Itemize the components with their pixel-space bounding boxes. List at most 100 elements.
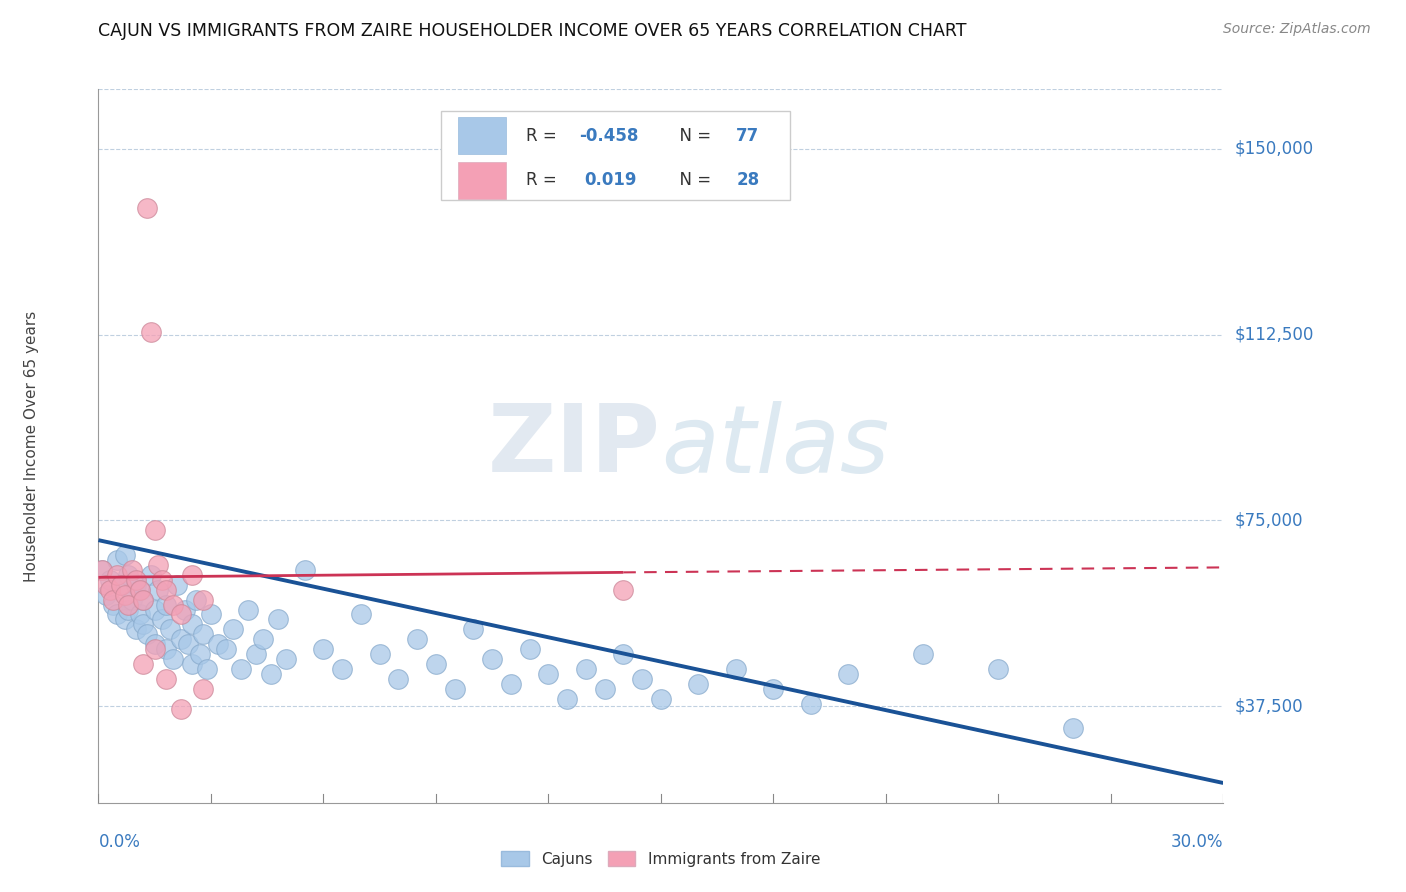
Point (612, 582, 634, 597)
Text: CAJUN VS IMMIGRANTS FROM ZAIRE HOUSEHOLDER INCOME OVER 65 YEARS CORRELATION CHAR: CAJUN VS IMMIGRANTS FROM ZAIRE HOUSEHOLD… (98, 22, 967, 40)
Point (688, 677, 710, 691)
Text: 28: 28 (737, 171, 759, 189)
Point (575, 662, 598, 676)
Text: R =: R = (526, 127, 562, 145)
Point (612, 647, 634, 661)
Point (207, 637, 229, 651)
Point (132, 592, 155, 607)
Point (105, 607, 128, 622)
Point (105, 553, 128, 567)
Point (481, 652, 503, 666)
Point (170, 632, 193, 647)
FancyBboxPatch shape (441, 111, 790, 200)
Point (128, 582, 150, 597)
Text: $150,000: $150,000 (1234, 140, 1313, 158)
Text: $75,000: $75,000 (1234, 511, 1303, 529)
Point (170, 607, 193, 622)
Point (463, 623, 485, 637)
Point (150, 573, 173, 587)
Point (143, 602, 166, 616)
Point (103, 598, 125, 612)
Text: 30.0%: 30.0% (1171, 833, 1223, 851)
Point (294, 563, 316, 577)
Point (125, 623, 148, 637)
Point (155, 642, 177, 657)
Point (121, 592, 143, 607)
Point (724, 662, 747, 676)
Point (406, 632, 429, 647)
Point (330, 662, 353, 676)
Text: N =: N = (669, 171, 716, 189)
Text: 0.0%: 0.0% (98, 833, 141, 851)
Point (631, 672, 654, 686)
Point (188, 647, 211, 661)
Point (762, 681, 785, 696)
Point (499, 677, 522, 691)
Point (121, 563, 143, 577)
Text: ZIP: ZIP (488, 400, 661, 492)
Point (162, 598, 184, 612)
Point (143, 642, 166, 657)
Point (800, 697, 823, 711)
Point (312, 642, 335, 657)
Point (125, 573, 148, 587)
Point (222, 623, 245, 637)
Point (350, 607, 373, 622)
Point (166, 578, 188, 592)
Point (425, 657, 447, 671)
Point (215, 642, 238, 657)
Point (139, 567, 162, 582)
Point (110, 578, 132, 592)
Point (136, 201, 159, 215)
Point (91, 563, 114, 577)
Point (252, 632, 274, 647)
Point (148, 558, 170, 572)
Point (139, 325, 162, 339)
Text: N =: N = (669, 127, 716, 145)
Point (181, 657, 204, 671)
Point (117, 598, 139, 612)
Text: Source: ZipAtlas.com: Source: ZipAtlas.com (1223, 22, 1371, 37)
Point (245, 647, 267, 661)
Text: 0.019: 0.019 (585, 171, 637, 189)
Point (132, 592, 155, 607)
Point (128, 607, 150, 622)
Point (117, 567, 139, 582)
Point (238, 602, 260, 616)
Text: -0.458: -0.458 (579, 127, 638, 145)
Point (987, 662, 1010, 676)
Point (260, 667, 283, 681)
Point (443, 681, 465, 696)
FancyBboxPatch shape (458, 161, 506, 199)
Point (98, 582, 121, 597)
Point (912, 647, 935, 661)
Point (519, 642, 541, 657)
Point (193, 627, 215, 641)
Point (155, 598, 177, 612)
Legend: Cajuns, Immigrants from Zaire: Cajuns, Immigrants from Zaire (502, 851, 820, 866)
Point (103, 592, 125, 607)
Point (128, 582, 150, 597)
Point (114, 612, 136, 626)
Point (148, 582, 170, 597)
Point (387, 672, 409, 686)
Point (181, 567, 204, 582)
Point (105, 567, 128, 582)
Point (555, 691, 578, 706)
Text: R =: R = (526, 171, 567, 189)
Text: atlas: atlas (661, 401, 889, 491)
Point (650, 691, 672, 706)
Point (195, 662, 218, 676)
Text: Householder Income Over 65 years: Householder Income Over 65 years (24, 310, 39, 582)
Point (132, 617, 155, 632)
Point (143, 637, 166, 651)
Point (267, 612, 290, 626)
Point (200, 607, 222, 622)
Point (110, 578, 132, 592)
Point (274, 652, 297, 666)
Point (184, 592, 207, 607)
Point (193, 681, 215, 696)
Point (98, 573, 121, 587)
Point (132, 657, 155, 671)
Point (143, 523, 166, 537)
